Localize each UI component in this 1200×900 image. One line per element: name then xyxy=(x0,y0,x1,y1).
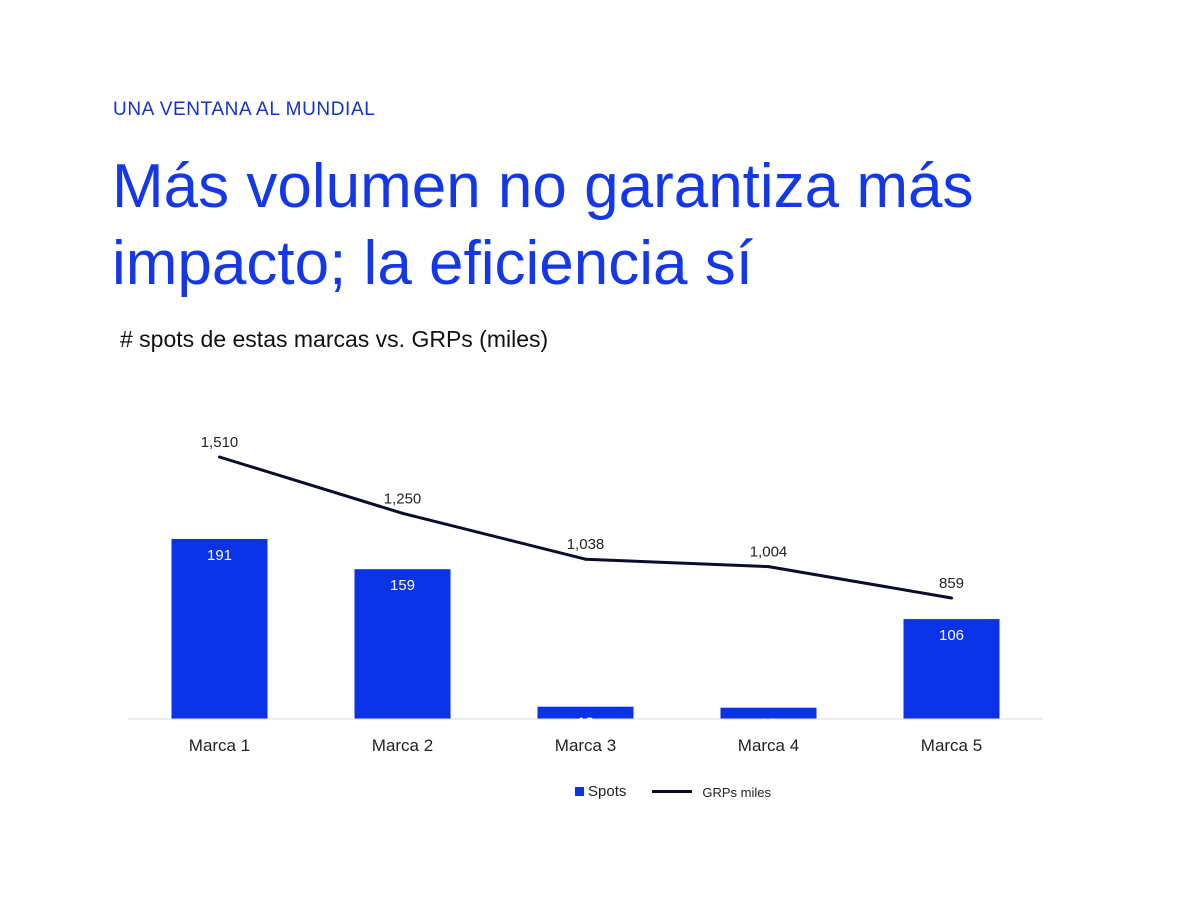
legend-label-grps: GRPs miles xyxy=(702,785,771,800)
bars-layer xyxy=(171,539,1000,719)
line-point-3 xyxy=(584,557,587,561)
bar-1 xyxy=(171,539,268,719)
line-layer xyxy=(218,455,953,600)
bar-value-label: 191 xyxy=(207,547,232,564)
bar-value-label: 106 xyxy=(939,627,964,644)
labels-layer: 191 Marca 1 1,510 159 Marca 2 1,250 13 Marca 3 1… xyxy=(189,434,982,755)
chart-title: # spots de estas marcas vs. GRPs (miles) xyxy=(120,326,549,352)
x-tick-label: Marca 3 xyxy=(555,736,616,755)
x-tick-label: Marca 4 xyxy=(738,736,799,755)
line-point-1 xyxy=(218,455,221,459)
bar-4 xyxy=(720,707,817,719)
bar-2 xyxy=(354,569,451,719)
legend-label-spots: Spots xyxy=(588,782,627,800)
line-point-2 xyxy=(401,511,404,515)
page-title: Más volumen no garantiza más impacto; la… xyxy=(112,152,974,298)
line-value-label: 1,004 xyxy=(750,544,788,561)
bar-3 xyxy=(537,706,634,719)
bar-value-label: 159 xyxy=(390,577,415,594)
legend-swatch-spots xyxy=(575,786,584,796)
line-value-label: 1,038 xyxy=(567,536,605,553)
bar-value-label: 13 xyxy=(577,715,594,732)
line-value-label: 1,250 xyxy=(384,490,422,507)
line-point-5 xyxy=(950,596,953,600)
legend: Spots GRPs miles xyxy=(575,782,771,800)
grps-line xyxy=(219,455,952,600)
x-tick-label: Marca 5 xyxy=(921,736,982,755)
line-point-4 xyxy=(767,565,770,569)
bar-5 xyxy=(903,619,1000,719)
line-value-label: 859 xyxy=(939,575,964,592)
legend-swatch-grps xyxy=(652,789,693,793)
x-tick-label: Marca 1 xyxy=(189,736,250,755)
eyebrow-label: UNA VENTANA AL MUNDIAL xyxy=(113,99,376,120)
line-value-label: 1,510 xyxy=(201,434,239,451)
bar-value-label: 12 xyxy=(760,716,777,733)
x-tick-label: Marca 2 xyxy=(372,736,433,755)
